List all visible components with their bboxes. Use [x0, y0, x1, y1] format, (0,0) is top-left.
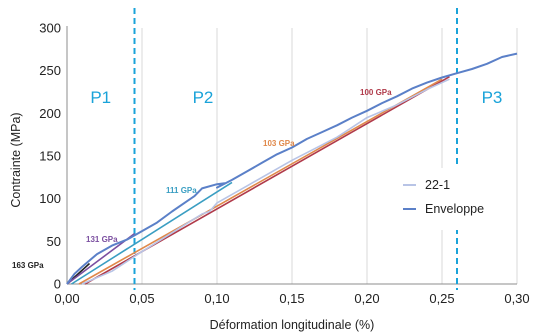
- x-tick-label: 0,25: [429, 291, 454, 306]
- y-tick-label: 50: [47, 234, 61, 249]
- legend-box: [396, 168, 514, 230]
- legend-label-22-1: 22-1: [425, 178, 450, 192]
- modulus-label: 103 GPa: [263, 139, 295, 148]
- phase-label: P3: [482, 88, 503, 107]
- y-axis-title: Contrainte (MPa): [9, 112, 23, 207]
- series-lines: [66, 52, 518, 285]
- y-tick-label: 250: [39, 63, 61, 78]
- y-tick-label: 200: [39, 106, 61, 121]
- x-tick-label: 0,10: [204, 291, 229, 306]
- modulus-label: 131 GPa: [86, 235, 118, 244]
- modulus-label: 163 GPa: [12, 261, 44, 270]
- phase-label: P2: [193, 88, 214, 107]
- series-line: [81, 78, 450, 285]
- y-tick-label: 300: [39, 21, 61, 36]
- modulus-line: [78, 78, 443, 285]
- y-tick-label: 100: [39, 191, 61, 206]
- x-tick-label: 0,00: [54, 291, 79, 306]
- legend: 22-1 Enveloppe: [396, 168, 514, 230]
- modulus-label: 100 GPa: [360, 88, 392, 97]
- modulus-line: [71, 181, 233, 285]
- x-tick-label: 0,20: [354, 291, 379, 306]
- legend-label-enveloppe: Enveloppe: [425, 202, 484, 216]
- axes: 0,00 0,05 0,10 0,15 0,20 0,25 0,30 0 50 100 150 200…: [39, 21, 529, 307]
- x-tick-label: 0,30: [504, 291, 529, 306]
- phase-boundaries: [133, 8, 458, 290]
- modulus-label: 111 GPa: [166, 186, 197, 195]
- y-tick-label: 0: [54, 277, 61, 292]
- phase-label: P1: [90, 88, 111, 107]
- x-axis-title: Déformation longitudinale (%): [210, 318, 375, 332]
- labels: P1 P2 P3 163 GPa 131 GPa 111 GPa 103 GPa 100 GP…: [12, 88, 502, 270]
- x-tick-label: 0,05: [129, 291, 154, 306]
- x-tick-label: 0,15: [279, 291, 304, 306]
- grid: [141, 28, 518, 284]
- series-line: [66, 52, 518, 285]
- y-tick-label: 150: [39, 149, 61, 164]
